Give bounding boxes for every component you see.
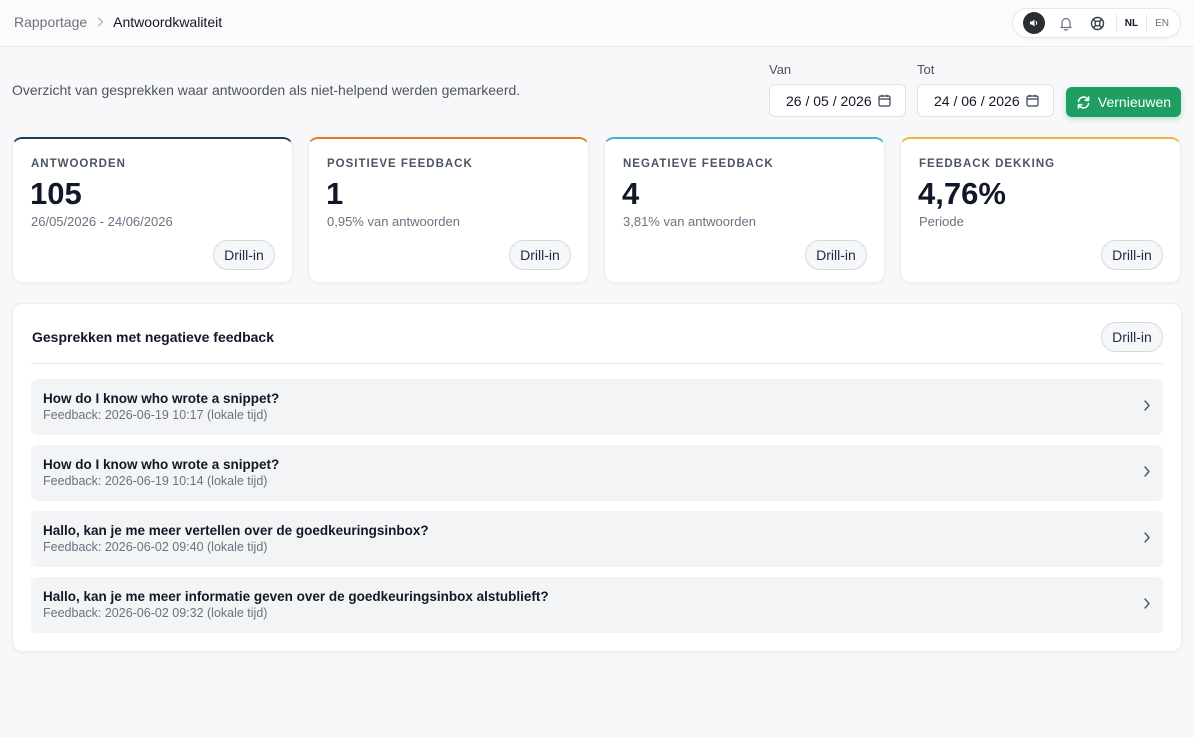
conversation-feedback-time: Feedback: 2026-06-19 10:17 (lokale tijd) xyxy=(43,408,268,422)
kpi-card-answers: ANTWOORDEN 105 26/05/2026 - 24/06/2026 D… xyxy=(12,137,293,283)
conversation-title: Hallo, kan je me meer informatie geven o… xyxy=(43,589,549,604)
kpi-value: 4,76% xyxy=(918,176,1006,211)
conversation-title: Hallo, kan je me meer vertellen over de … xyxy=(43,523,429,538)
calendar-icon[interactable] xyxy=(878,94,891,107)
chevron-right-icon xyxy=(1143,465,1151,478)
kpi-value: 1 xyxy=(326,176,344,211)
breadcrumb-parent[interactable]: Rapportage xyxy=(14,14,88,30)
conversation-item[interactable]: How do I know who wrote a snippet? Feedb… xyxy=(31,445,1163,501)
bell-icon xyxy=(1059,16,1073,31)
from-date-value: 26 / 05 / 2026 xyxy=(786,92,872,109)
kpi-label: ANTWOORDEN xyxy=(31,158,126,170)
breadcrumb-current: Antwoordkwaliteit xyxy=(113,14,223,30)
kpi-card-positive-feedback: POSITIEVE FEEDBACK 1 0,95% van antwoorde… xyxy=(308,137,589,283)
negative-feedback-panel: Gesprekken met negatieve feedback Drill-… xyxy=(12,303,1182,652)
refresh-icon xyxy=(1076,95,1091,110)
kpi-card-negative-feedback: NEGATIEVE FEEDBACK 4 3,81% van antwoorde… xyxy=(604,137,885,283)
breadcrumb-separator-icon xyxy=(97,14,104,30)
conversation-feedback-time: Feedback: 2026-06-02 09:32 (lokale tijd) xyxy=(43,606,268,620)
kpi-label: POSITIEVE FEEDBACK xyxy=(327,158,473,170)
top-bar: Rapportage Antwoordkwaliteit NL EN xyxy=(0,0,1194,47)
kpi-subtitle: 3,81% van antwoorden xyxy=(623,214,756,229)
kpi-subtitle: 0,95% van antwoorden xyxy=(327,214,460,229)
kpi-subtitle: 26/05/2026 - 24/06/2026 xyxy=(31,214,173,229)
kpi-label: FEEDBACK DEKKING xyxy=(919,158,1056,170)
from-date-label: Van xyxy=(769,62,792,77)
kpi-label: NEGATIEVE FEEDBACK xyxy=(623,158,774,170)
conversation-feedback-time: Feedback: 2026-06-02 09:40 (lokale tijd) xyxy=(43,540,268,554)
conversation-title: How do I know who wrote a snippet? xyxy=(43,457,280,472)
kpi-subtitle: Periode xyxy=(919,214,964,229)
toolbar-divider xyxy=(1115,14,1117,32)
chevron-right-icon xyxy=(1143,531,1151,544)
to-date-value: 24 / 06 / 2026 xyxy=(934,92,1020,109)
chevron-right-icon xyxy=(1143,399,1151,412)
refresh-label: Vernieuwen xyxy=(1097,94,1172,110)
divider xyxy=(31,363,1163,364)
conversation-title: How do I know who wrote a snippet? xyxy=(43,391,280,406)
notifications-button[interactable] xyxy=(1054,11,1078,35)
drill-in-button[interactable]: Drill-in xyxy=(1101,322,1163,352)
conversation-feedback-time: Feedback: 2026-06-19 10:14 (lokale tijd) xyxy=(43,474,268,488)
conversation-item[interactable]: How do I know who wrote a snippet? Feedb… xyxy=(31,379,1163,435)
header-toolbar: NL EN xyxy=(1011,8,1181,38)
drill-in-button[interactable]: Drill-in xyxy=(805,240,867,270)
drill-in-button[interactable]: Drill-in xyxy=(509,240,571,270)
conversation-item[interactable]: Hallo, kan je me meer informatie geven o… xyxy=(31,577,1163,633)
breadcrumb: Rapportage Antwoordkwaliteit xyxy=(14,14,222,30)
panel-title: Gesprekken met negatieve feedback xyxy=(32,329,275,345)
toolbar-divider xyxy=(1146,14,1148,32)
lifebuoy-icon xyxy=(1090,16,1105,31)
help-button[interactable] xyxy=(1086,11,1110,35)
drill-in-button[interactable]: Drill-in xyxy=(1101,240,1163,270)
from-date-group: Van 26 / 05 / 2026 xyxy=(769,62,906,117)
to-date-group: Tot 24 / 06 / 2026 xyxy=(917,62,1054,117)
page-description: Overzicht van gesprekken waar antwoorden… xyxy=(12,82,521,98)
kpi-value: 4 xyxy=(622,176,640,211)
to-date-label: Tot xyxy=(917,62,935,77)
refresh-button[interactable]: Vernieuwen xyxy=(1066,87,1181,117)
sound-icon xyxy=(1022,12,1045,34)
kpi-card-feedback-coverage: FEEDBACK DEKKING 4,76% Periode Drill-in xyxy=(900,137,1181,283)
sound-button[interactable] xyxy=(1022,11,1046,35)
calendar-icon[interactable] xyxy=(1026,94,1039,107)
language-en[interactable]: EN xyxy=(1155,17,1169,29)
chevron-right-icon xyxy=(1143,597,1151,610)
language-nl[interactable]: NL xyxy=(1124,17,1139,29)
conversation-item[interactable]: Hallo, kan je me meer vertellen over de … xyxy=(31,511,1163,567)
from-date-input[interactable]: 26 / 05 / 2026 xyxy=(769,84,906,117)
kpi-value: 105 xyxy=(30,176,82,211)
to-date-input[interactable]: 24 / 06 / 2026 xyxy=(917,84,1054,117)
drill-in-button[interactable]: Drill-in xyxy=(213,240,275,270)
